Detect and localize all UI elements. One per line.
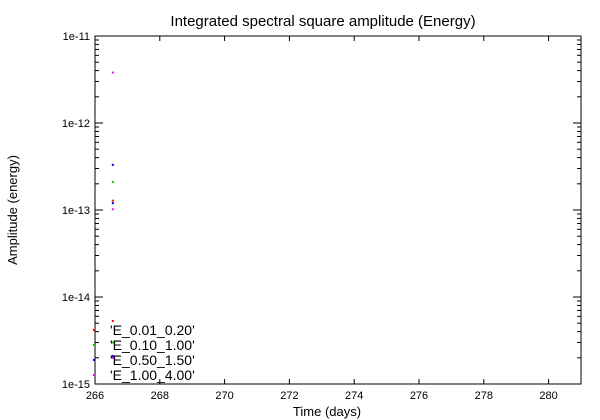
- data-points: [111, 71, 114, 359]
- legend-label: 'E_0.10_1.00': [110, 337, 195, 353]
- x-tick-label: 268: [151, 390, 169, 402]
- data-point: [111, 341, 114, 344]
- legend-marker: [93, 359, 95, 361]
- data-point: [111, 208, 114, 211]
- x-tick-label: 270: [215, 390, 233, 402]
- y-axis: 1e-15 1e-14 1e-13 1e-12 1e-11: [62, 31, 581, 391]
- data-point: [111, 356, 114, 359]
- y-tick-label: 1e-15: [62, 379, 90, 391]
- x-tick-label: 266: [86, 390, 104, 402]
- legend-label: 'E_0.01_0.20': [110, 322, 195, 338]
- legend-marker: [93, 329, 95, 331]
- y-tick-label: 1e-11: [63, 31, 90, 43]
- x-tick-label: 280: [539, 390, 557, 402]
- data-point: [111, 180, 114, 183]
- data-point: [111, 202, 114, 205]
- x-axis-label: Time (days): [293, 404, 361, 419]
- chart-title: Integrated spectral square amplitude (En…: [170, 13, 475, 30]
- legend-marker: [93, 374, 95, 376]
- data-point: [111, 199, 114, 202]
- data-point: [111, 319, 114, 322]
- x-tick-label: 272: [280, 390, 298, 402]
- legend-marker: [93, 344, 95, 346]
- y-tick-label: 1e-13: [62, 205, 90, 217]
- legend: 'E_0.01_0.20''E_0.10_1.00''E_0.50_1.50''…: [93, 322, 195, 383]
- x-tick-label: 278: [475, 390, 493, 402]
- x-axis: 266 268 270 272 274 276 278 280: [86, 36, 558, 402]
- data-point: [111, 163, 114, 166]
- legend-label: 'E_0.50_1.50': [110, 352, 195, 368]
- x-tick-label: 274: [345, 390, 363, 402]
- x-tick-label: 276: [410, 390, 428, 402]
- legend-label: 'E_1.00_4.00': [110, 367, 195, 383]
- y-axis-label: Amplitude (energy): [5, 155, 20, 265]
- data-point: [111, 71, 114, 74]
- data-point: [111, 354, 114, 357]
- y-tick-label: 1e-12: [62, 118, 90, 130]
- y-tick-label: 1e-14: [62, 292, 90, 304]
